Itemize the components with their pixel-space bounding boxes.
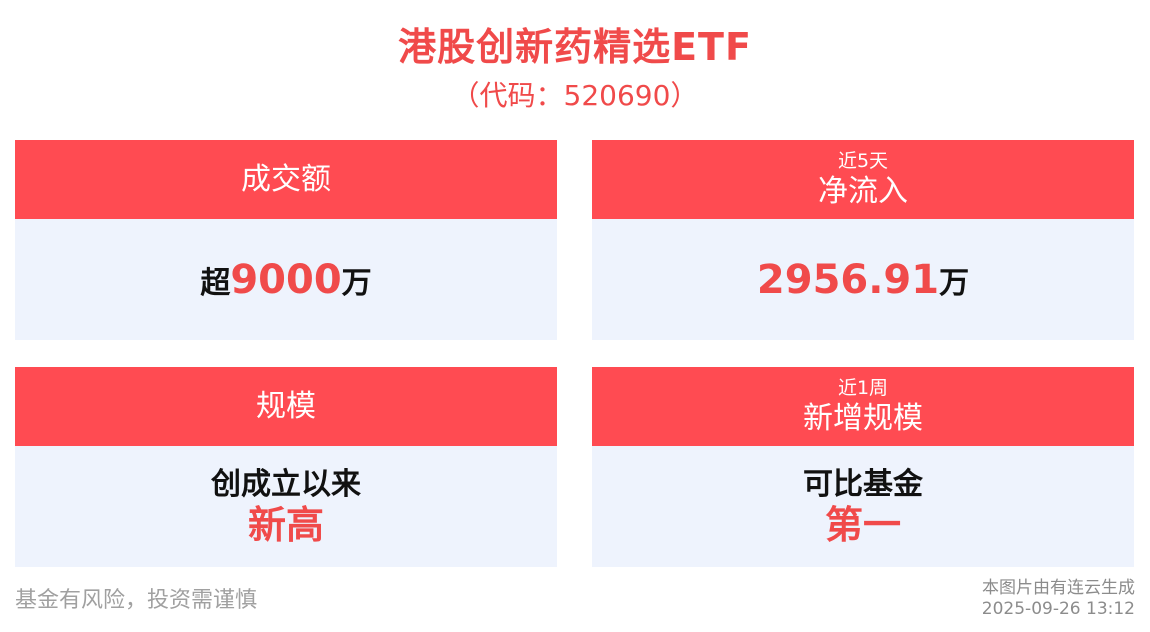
- fund-code: （代码：520690）: [451, 79, 699, 112]
- card-title: 成交额: [241, 161, 331, 197]
- card-header: 成交额: [15, 140, 557, 219]
- card-body: 可比基金 第一: [592, 446, 1134, 567]
- risk-disclaimer: 基金有风险，投资需谨慎: [15, 588, 258, 613]
- card-title: 规模: [256, 388, 316, 424]
- page-title: 港股创新药精选ETF: [398, 25, 752, 69]
- generated-by: 本图片由有连云生成: [982, 578, 1135, 598]
- card-value-line: 2956.91 万: [757, 257, 969, 303]
- card-header: 近5天 净流入: [592, 140, 1134, 219]
- value-unit: 万: [341, 265, 372, 301]
- card-value: 2956.91: [756, 256, 940, 303]
- card-line2: 第一: [824, 502, 901, 547]
- card-title: 新增规模: [803, 400, 923, 436]
- card-title: 净流入: [818, 173, 908, 209]
- card-header: 规模: [15, 367, 557, 446]
- card-line1: 可比基金: [803, 466, 923, 502]
- card-value: 9000: [230, 256, 342, 303]
- card-period: 近5天: [837, 149, 889, 172]
- new-scale-card: 近1周 新增规模 可比基金 第一: [592, 367, 1134, 567]
- card-value-line: 超 9000 万: [200, 257, 371, 303]
- card-line1: 创成立以来: [211, 466, 361, 502]
- card-line2: 新高: [247, 502, 324, 547]
- scale-card: 规模 创成立以来 新高: [15, 367, 557, 567]
- card-body: 创成立以来 新高: [15, 446, 557, 567]
- card-body: 超 9000 万: [15, 219, 557, 340]
- card-period: 近1周: [837, 376, 889, 399]
- turnover-card: 成交额 超 9000 万: [15, 140, 557, 340]
- timestamp: 2025-09-26 13:12: [981, 599, 1135, 619]
- card-body: 2956.91 万: [592, 219, 1134, 340]
- footer-info: 本图片由有连云生成 2025-09-26 13:12: [982, 578, 1135, 620]
- card-header: 近1周 新增规模: [592, 367, 1134, 446]
- net-inflow-card: 近5天 净流入 2956.91 万: [592, 140, 1134, 340]
- value-unit: 万: [939, 265, 970, 301]
- value-prefix: 超: [200, 265, 231, 301]
